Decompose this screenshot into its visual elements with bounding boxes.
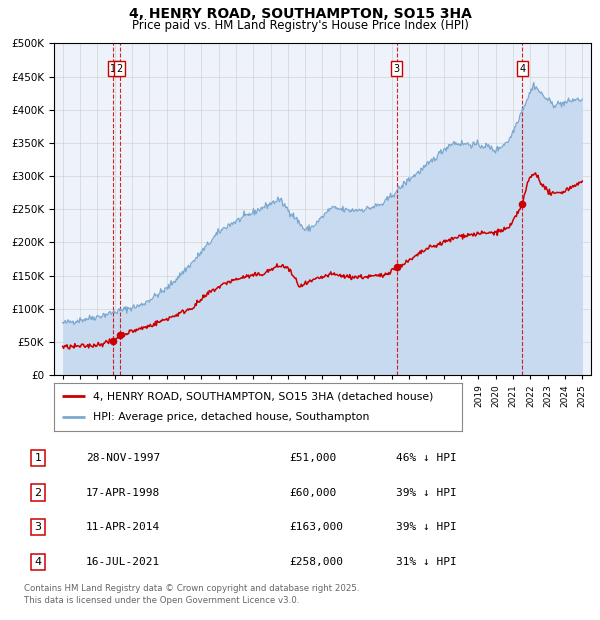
Text: 31% ↓ HPI: 31% ↓ HPI [396, 557, 457, 567]
Text: 2: 2 [116, 64, 123, 74]
Text: 2: 2 [35, 487, 41, 497]
Text: 4: 4 [520, 64, 526, 74]
Text: 28-NOV-1997: 28-NOV-1997 [86, 453, 160, 463]
Text: 39% ↓ HPI: 39% ↓ HPI [396, 523, 457, 533]
Text: 4, HENRY ROAD, SOUTHAMPTON, SO15 3HA (detached house): 4, HENRY ROAD, SOUTHAMPTON, SO15 3HA (de… [93, 391, 433, 401]
Text: 3: 3 [35, 523, 41, 533]
Text: 17-APR-1998: 17-APR-1998 [86, 487, 160, 497]
Text: 11-APR-2014: 11-APR-2014 [86, 523, 160, 533]
Text: 3: 3 [394, 64, 400, 74]
Text: 16-JUL-2021: 16-JUL-2021 [86, 557, 160, 567]
Text: 39% ↓ HPI: 39% ↓ HPI [396, 487, 457, 497]
Text: £51,000: £51,000 [289, 453, 337, 463]
Text: Contains HM Land Registry data © Crown copyright and database right 2025.
This d: Contains HM Land Registry data © Crown c… [24, 584, 359, 605]
Text: HPI: Average price, detached house, Southampton: HPI: Average price, detached house, Sout… [93, 412, 369, 422]
Text: 46% ↓ HPI: 46% ↓ HPI [396, 453, 457, 463]
Text: £258,000: £258,000 [289, 557, 343, 567]
Text: £60,000: £60,000 [289, 487, 337, 497]
Text: 1: 1 [110, 64, 116, 74]
Text: Price paid vs. HM Land Registry's House Price Index (HPI): Price paid vs. HM Land Registry's House … [131, 19, 469, 32]
Text: £163,000: £163,000 [289, 523, 343, 533]
Text: 4, HENRY ROAD, SOUTHAMPTON, SO15 3HA: 4, HENRY ROAD, SOUTHAMPTON, SO15 3HA [128, 7, 472, 22]
Text: 1: 1 [35, 453, 41, 463]
Text: 4: 4 [35, 557, 41, 567]
